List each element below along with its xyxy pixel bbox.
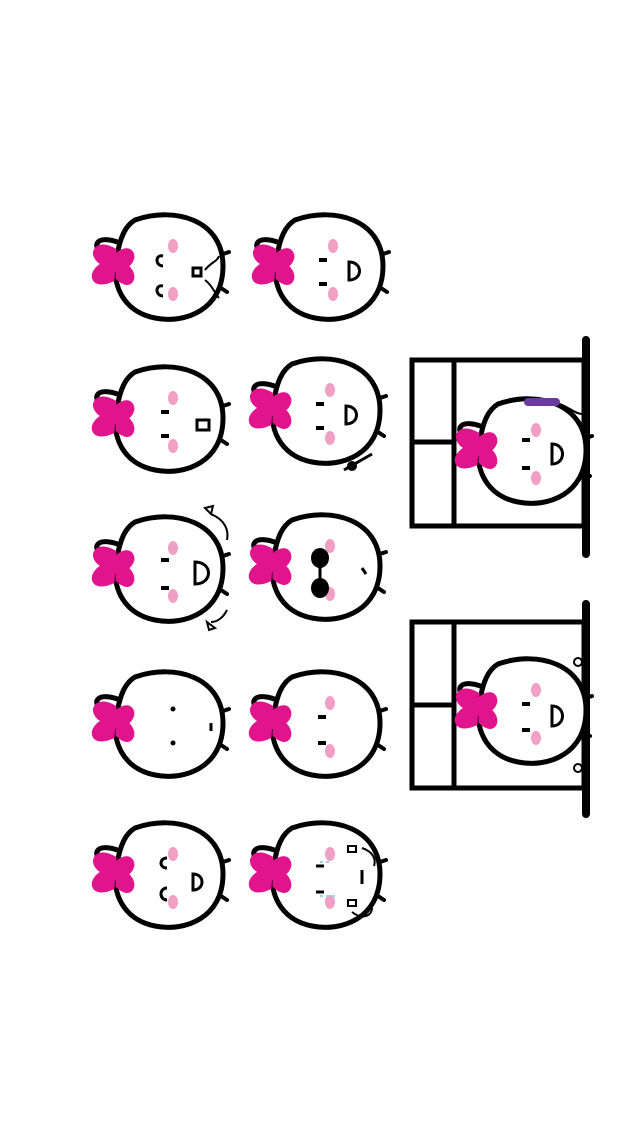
framed-sticker-headphones xyxy=(409,336,592,558)
sticker-wink-sing xyxy=(93,215,229,320)
sticker-sunglasses xyxy=(250,515,386,620)
sticker-grin xyxy=(93,823,229,928)
sticker-waving xyxy=(250,359,386,472)
sticker-blank xyxy=(93,672,229,777)
sticker-surprised xyxy=(93,367,229,472)
sticker-smile xyxy=(250,672,386,777)
framed-sticker-happy xyxy=(409,600,592,818)
sticker-crying xyxy=(250,823,386,928)
sticker-happy xyxy=(253,215,389,320)
sticker-cheer xyxy=(93,504,229,632)
